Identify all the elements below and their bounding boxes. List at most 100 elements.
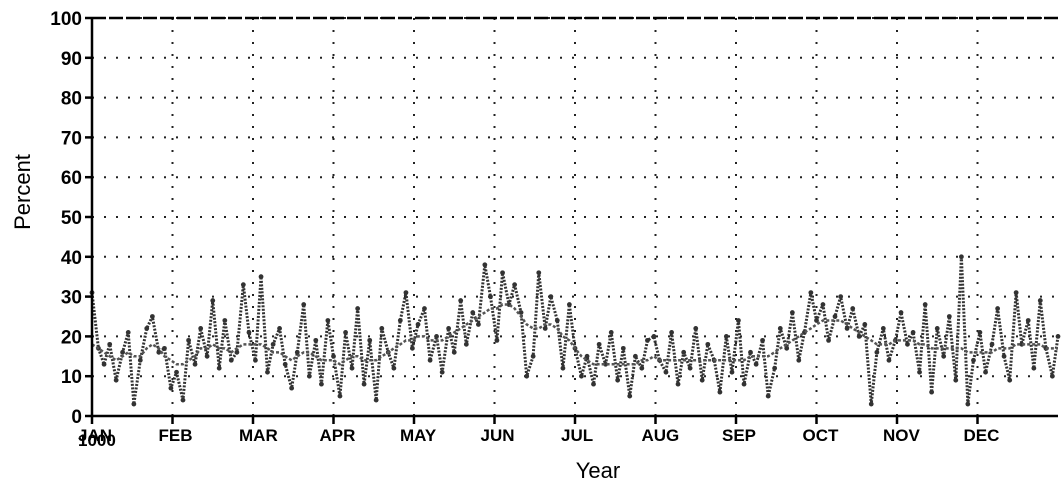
data-point-53 <box>409 345 415 351</box>
y-tick-label-6: 60 <box>61 168 82 189</box>
data-point-143 <box>953 377 959 383</box>
data-point-58 <box>439 369 445 375</box>
data-point-120 <box>814 318 819 323</box>
series-layer <box>89 254 1061 407</box>
data-point-13 <box>168 385 174 391</box>
data-point-41 <box>337 393 343 399</box>
data-point-127 <box>856 334 862 339</box>
data-point-121 <box>820 302 826 307</box>
data-point-5 <box>120 349 125 355</box>
y-tick-label-7: 70 <box>61 128 82 149</box>
data-point-27 <box>253 357 258 363</box>
data-point-122 <box>826 337 831 343</box>
data-point-123 <box>832 314 838 319</box>
data-point-6 <box>125 330 131 335</box>
x-axis-title: Year <box>576 458 620 483</box>
data-point-135 <box>905 341 910 347</box>
data-point-101 <box>699 377 705 383</box>
data-point-132 <box>886 357 892 363</box>
data-point-25 <box>240 282 246 288</box>
data-point-139 <box>929 389 935 395</box>
data-point-79 <box>566 302 572 307</box>
data-point-88 <box>620 345 626 351</box>
data-point-57 <box>434 334 439 339</box>
data-point-106 <box>729 369 735 375</box>
data-point-75 <box>542 326 548 331</box>
data-point-102 <box>705 341 711 347</box>
data-point-89 <box>627 393 633 399</box>
data-point-74 <box>536 270 542 276</box>
data-point-63 <box>470 310 476 315</box>
data-point-155 <box>1025 318 1031 323</box>
data-point-24 <box>234 349 240 355</box>
data-point-15 <box>180 397 186 403</box>
data-point-39 <box>325 318 331 323</box>
data-point-93 <box>651 334 657 339</box>
data-point-117 <box>796 357 802 363</box>
x-tick-label-6: JUL <box>561 426 593 445</box>
data-point-97 <box>675 381 681 387</box>
data-point-145 <box>965 401 971 407</box>
data-point-113 <box>772 365 778 371</box>
data-point-28 <box>258 274 264 280</box>
data-point-62 <box>463 341 469 347</box>
y-tick-label-5: 50 <box>61 208 82 229</box>
data-point-138 <box>922 302 928 307</box>
data-point-140 <box>934 326 940 331</box>
data-point-141 <box>941 353 947 359</box>
data-point-64 <box>476 322 481 327</box>
data-point-46 <box>367 337 373 343</box>
data-point-36 <box>306 373 312 379</box>
data-point-33 <box>289 385 295 391</box>
data-point-128 <box>862 322 868 327</box>
data-point-40 <box>331 353 336 359</box>
data-point-142 <box>946 314 952 319</box>
series-0-trend-line <box>91 303 1058 366</box>
data-point-55 <box>422 306 427 311</box>
y-axis-title: Percent <box>10 154 35 230</box>
data-point-114 <box>777 326 783 331</box>
x-tick-label-9: OCT <box>803 426 840 445</box>
data-point-119 <box>808 290 814 296</box>
data-point-61 <box>458 298 464 303</box>
data-point-126 <box>850 306 856 311</box>
data-point-9 <box>144 326 150 331</box>
data-point-29 <box>265 369 270 375</box>
data-point-43 <box>349 365 355 371</box>
grid-layer <box>92 17 1058 416</box>
y-tick-label-4: 40 <box>61 248 82 269</box>
data-point-73 <box>530 353 536 359</box>
data-point-108 <box>741 381 747 387</box>
data-point-66 <box>488 294 493 299</box>
x-tick-label-11: DEC <box>964 426 1000 445</box>
data-point-95 <box>663 369 669 375</box>
data-point-35 <box>301 302 307 307</box>
data-point-7 <box>131 401 137 407</box>
data-point-84 <box>596 341 602 347</box>
data-point-48 <box>379 326 385 331</box>
y-tick-label-9: 90 <box>61 49 82 70</box>
data-point-71 <box>518 310 524 315</box>
data-point-20 <box>210 298 216 303</box>
data-point-98 <box>681 349 687 355</box>
data-point-50 <box>391 365 397 371</box>
data-point-26 <box>246 330 252 335</box>
data-point-148 <box>983 369 988 375</box>
x-tick-label-0: JAN <box>78 426 112 445</box>
data-point-147 <box>977 330 983 335</box>
x-tick-label-7: AUG <box>642 426 680 445</box>
data-point-111 <box>760 337 765 343</box>
data-point-105 <box>723 334 729 339</box>
data-point-70 <box>512 282 518 288</box>
data-point-10 <box>149 314 155 319</box>
y-tick-label-10: 100 <box>50 9 82 30</box>
x-tick-label-2: MAR <box>239 426 278 445</box>
y-tick-label-3: 30 <box>61 288 82 309</box>
data-point-115 <box>784 345 790 351</box>
y-tick-label-0: 0 <box>71 407 82 428</box>
data-point-125 <box>844 326 850 331</box>
x-tick-label-1: FEB <box>159 426 193 445</box>
data-point-4 <box>113 377 119 383</box>
